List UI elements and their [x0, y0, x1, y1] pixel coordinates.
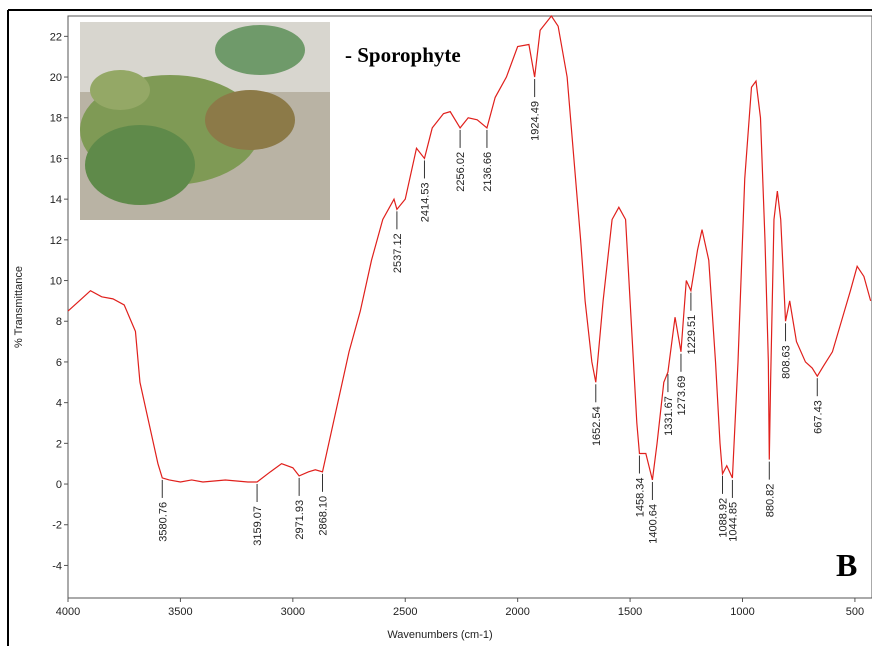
sample-label: - Sporophyte: [345, 43, 461, 67]
peak-label: 2971.93: [294, 500, 306, 540]
panel-label: B: [836, 547, 857, 583]
peak-label: 2136.66: [482, 152, 494, 192]
y-tick-label: 2: [56, 438, 62, 450]
y-tick-label: 8: [56, 316, 62, 328]
y-tick-label: 0: [56, 479, 62, 491]
y-tick-label: 16: [50, 153, 62, 165]
y-tick-label: 22: [50, 31, 62, 43]
peak-label: 1331.67: [663, 396, 675, 436]
peak-label: 3580.76: [157, 502, 169, 542]
x-tick-label: 2000: [505, 606, 529, 618]
x-tick-label: 3500: [168, 606, 192, 618]
chart: - Sporophyte B Wavenumbers (cm-1) % Tran…: [0, 0, 872, 646]
peak-label: 2868.10: [317, 496, 329, 536]
x-tick-label: 500: [846, 606, 864, 618]
peak-label: 880.82: [764, 484, 776, 518]
y-tick-label: 14: [50, 194, 62, 206]
x-axis-title: Wavenumbers (cm-1): [387, 629, 492, 641]
y-tick-label: 12: [50, 235, 62, 247]
peak-label: 3159.07: [252, 506, 264, 546]
peak-label: 1229.51: [686, 315, 698, 355]
x-tick-label: 2500: [393, 606, 417, 618]
photo: [80, 22, 330, 220]
peak-label: 667.43: [812, 400, 824, 434]
x-tick-label: 4000: [56, 606, 80, 618]
peak-label: 1924.49: [530, 101, 542, 141]
peak-label: 2537.12: [392, 233, 404, 273]
peak-label: 808.63: [781, 345, 793, 379]
y-tick-label: -2: [52, 520, 62, 532]
y-tick-label: 20: [50, 72, 62, 84]
peak-label: 2414.53: [419, 182, 431, 222]
peak-label: 1458.34: [634, 478, 646, 518]
y-tick-label: 10: [50, 276, 62, 288]
page: - Sporophyte B Wavenumbers (cm-1) % Tran…: [0, 0, 872, 646]
y-tick-label: 6: [56, 357, 62, 369]
peak-label: 1652.54: [591, 406, 603, 446]
y-tick-label: -4: [52, 560, 62, 572]
y-tick-label: 4: [56, 398, 62, 410]
y-tick-label: 18: [50, 113, 62, 125]
peak-label: 1400.64: [647, 504, 659, 544]
x-tick-label: 1500: [618, 606, 642, 618]
x-tick-label: 3000: [281, 606, 305, 618]
y-axis-title: % Transmittance: [13, 266, 25, 348]
peak-label: 2256.02: [455, 152, 467, 192]
peak-label: 1044.85: [727, 502, 739, 542]
peak-label: 1273.69: [676, 376, 688, 416]
x-tick-label: 1000: [730, 606, 754, 618]
